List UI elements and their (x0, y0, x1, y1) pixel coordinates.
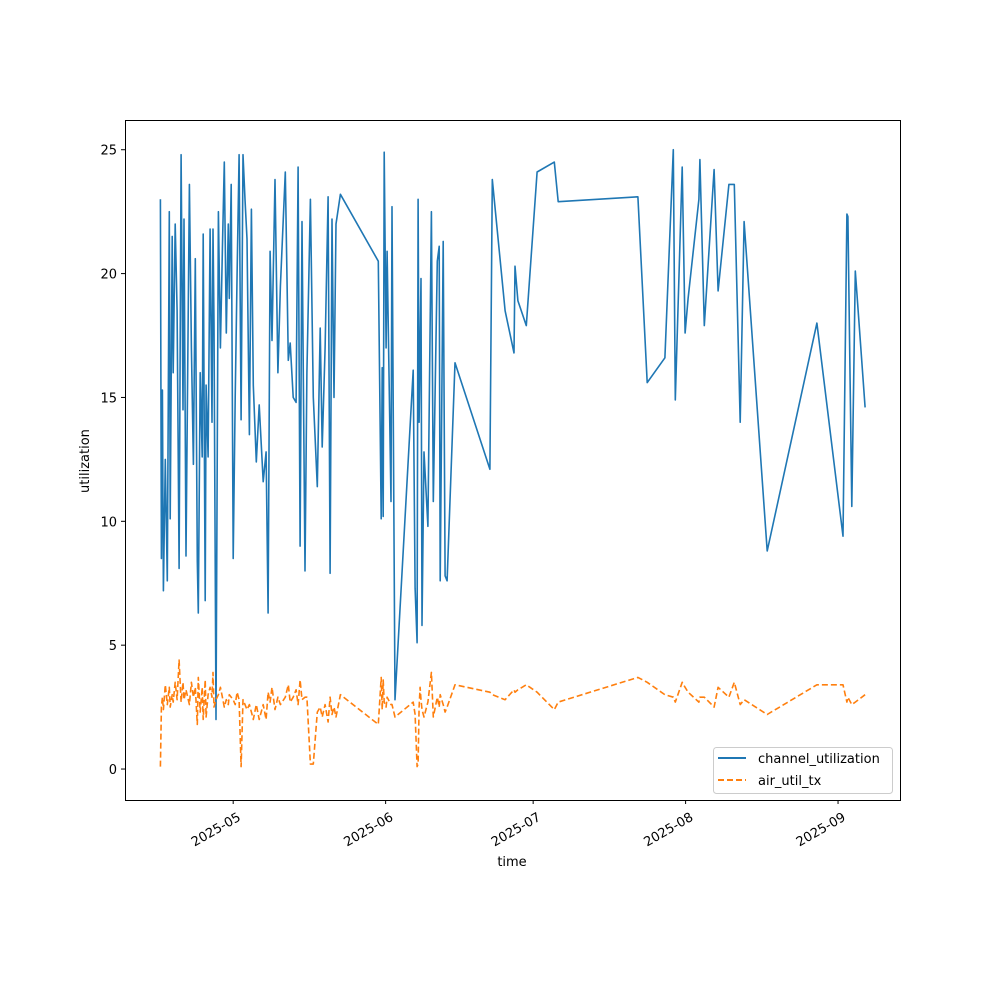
y-tick-label: 0 (109, 763, 117, 778)
y-tick-label: 5 (109, 639, 117, 654)
y-tick-label: 25 (100, 144, 117, 159)
y-tick-label: 20 (100, 268, 117, 283)
legend-label-air-util-tx: air_util_tx (758, 774, 822, 789)
x-axis-label: time (497, 855, 526, 870)
y-axis-ticks: 0 5 10 15 20 25 (100, 144, 125, 778)
y-tick-label: 15 (100, 391, 117, 406)
series-lines (159, 148, 866, 768)
plot-frame (125, 120, 901, 801)
legend-label-channel-utilization: channel_utilization (758, 752, 880, 767)
legend-box (713, 747, 893, 794)
series-line-air-util-tx (159, 659, 866, 768)
y-tick-label: 10 (100, 515, 117, 530)
y-axis-label: utilization (78, 429, 93, 493)
series-line-channel-utilization (159, 148, 866, 721)
legend: channel_utilization air_util_tx (713, 747, 893, 794)
